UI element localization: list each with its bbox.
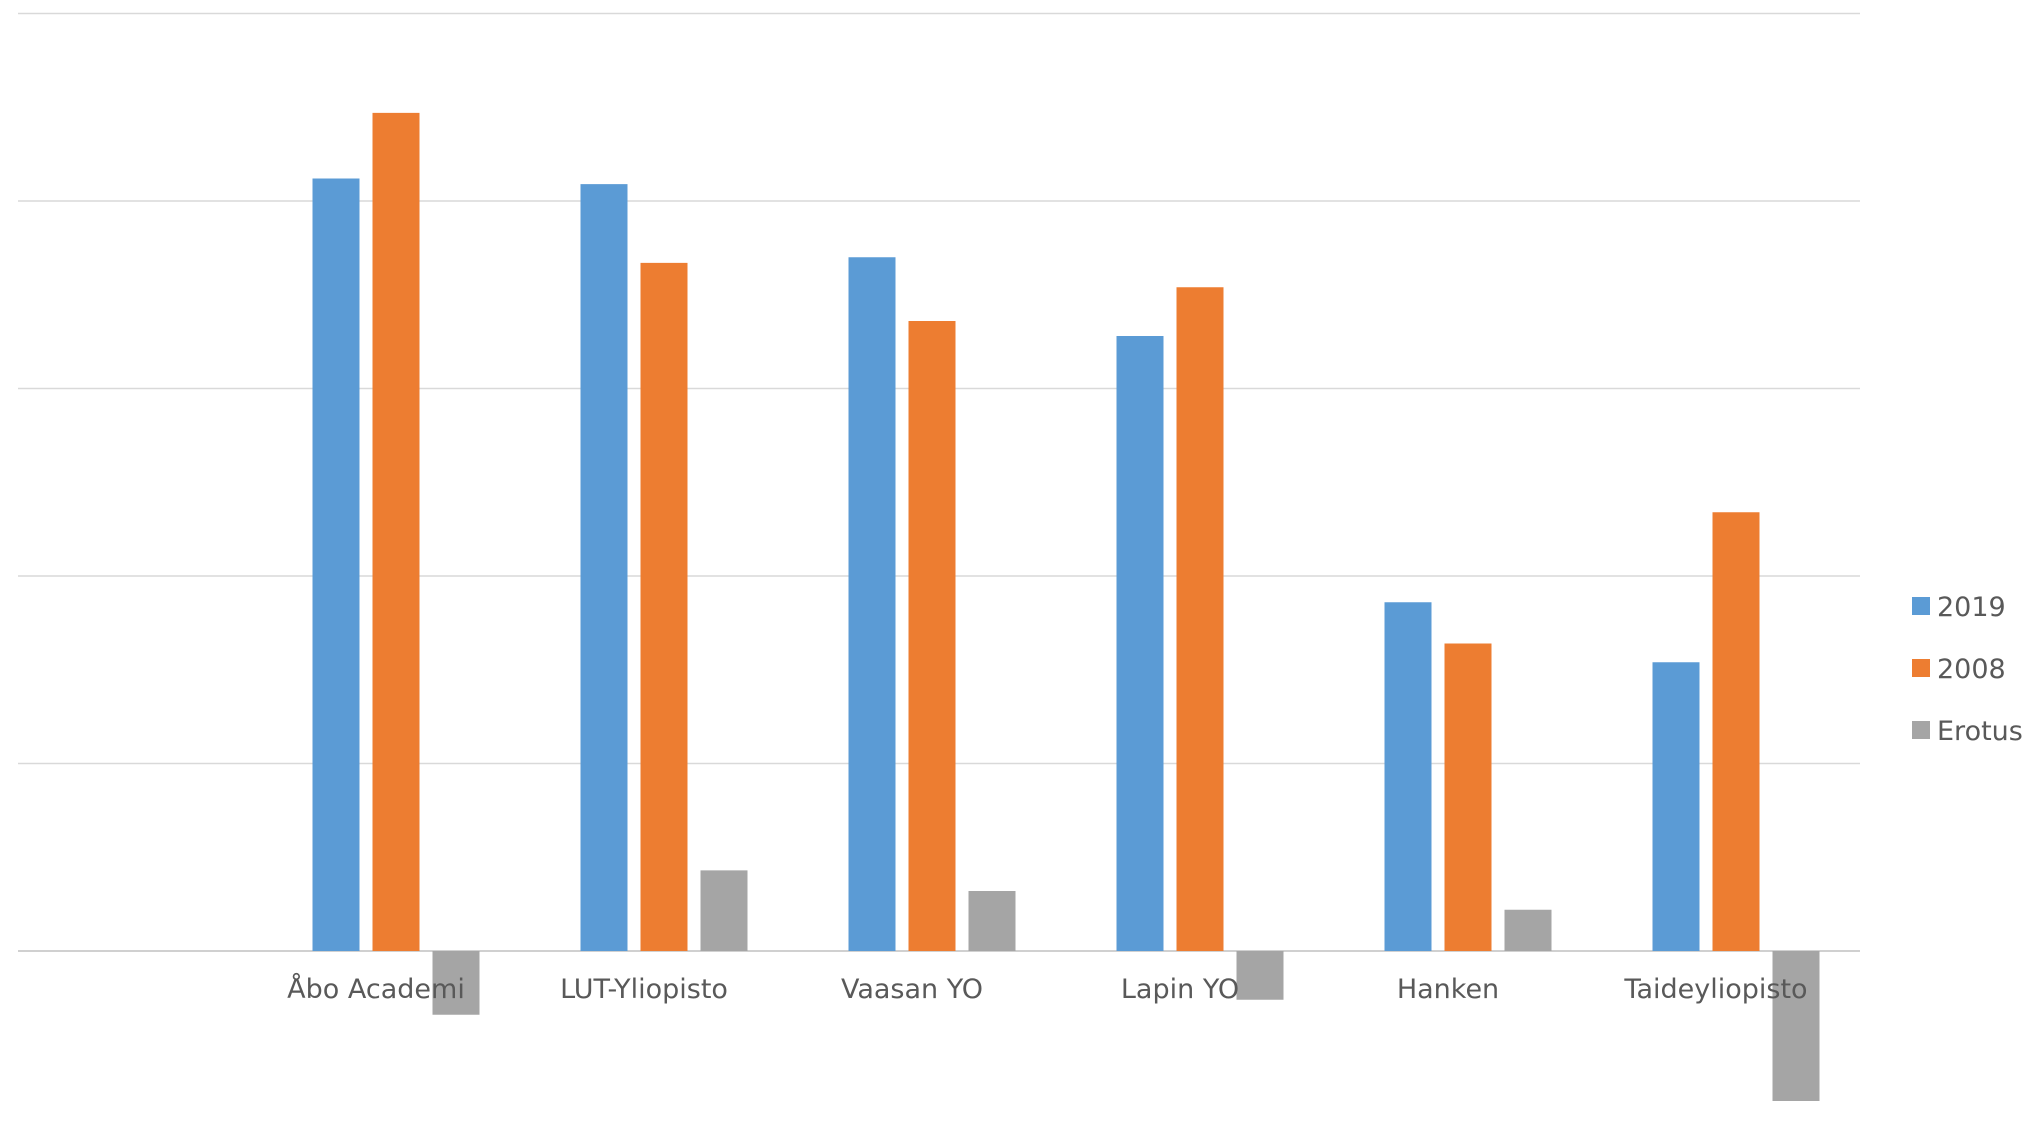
bar-erotus-1 — [700, 870, 748, 951]
bar-2019-1 — [580, 184, 628, 951]
bar-2008-1 — [640, 262, 688, 951]
bar-2019-2 — [848, 257, 896, 951]
bar-2008-3 — [1176, 287, 1224, 951]
bar-2008-4 — [1444, 643, 1492, 951]
category-label: Vaasan YO — [841, 974, 983, 1005]
category-label: LUT-Yliopisto — [560, 974, 728, 1005]
bar-erotus-5 — [1772, 951, 1820, 1101]
bar-2019-3 — [1116, 336, 1164, 951]
category-label: Taideyliopisto — [1623, 974, 1807, 1005]
legend-label-2019: 2019 — [1937, 592, 2006, 623]
bar-2008-0 — [372, 112, 420, 951]
category-label: Hanken — [1397, 974, 1499, 1005]
category-label: Åbo Academi — [287, 973, 465, 1005]
bar-2019-4 — [1384, 602, 1432, 951]
bars — [312, 112, 1820, 1101]
category-label: Lapin YO — [1121, 974, 1239, 1005]
legend: 2019 2008 Erotus — [1912, 592, 2023, 747]
legend-label-erotus: Erotus — [1937, 716, 2023, 747]
legend-swatch-2008 — [1912, 659, 1930, 677]
bar-erotus-0 — [432, 951, 480, 1015]
legend-swatch-2019 — [1912, 597, 1930, 615]
bar-erotus-4 — [1504, 909, 1552, 951]
bar-2008-5 — [1712, 512, 1760, 951]
bar-erotus-3 — [1236, 951, 1284, 1000]
bar-2019-5 — [1652, 662, 1700, 951]
bar-2019-0 — [312, 178, 360, 951]
category-labels: Åbo Academi LUT-Yliopisto Vaasan YO Lapin Y… — [287, 973, 1807, 1005]
legend-swatch-erotus — [1912, 721, 1930, 739]
bar-2008-2 — [908, 321, 956, 951]
legend-label-2008: 2008 — [1937, 654, 2006, 685]
bar-erotus-2 — [968, 891, 1016, 951]
